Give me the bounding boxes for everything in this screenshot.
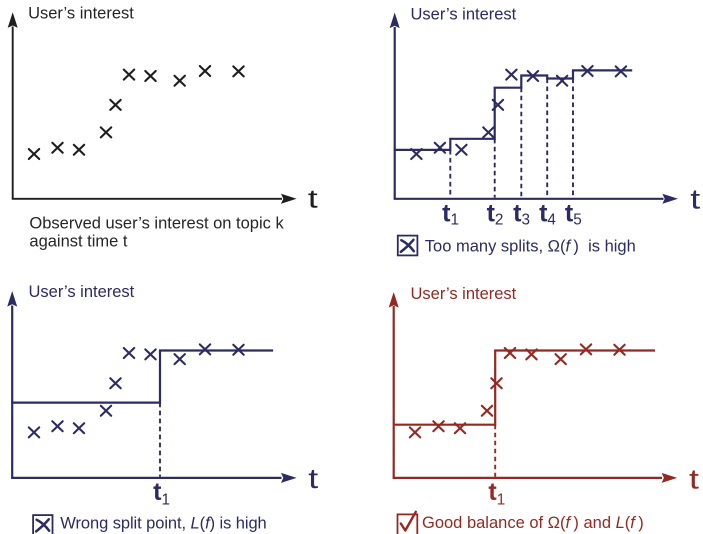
svg-text:User’s interest: User’s interest [411, 285, 517, 303]
svg-text:User’s interest: User’s interest [411, 6, 517, 24]
svg-text:User’s interest: User’s interest [29, 283, 135, 301]
svg-text:Wrong split point, L(f) is hig: Wrong split point, L(f) is high [60, 514, 266, 532]
svg-text:t: t [690, 183, 700, 214]
svg-text:User’s interest: User’s interest [28, 5, 134, 23]
svg-text:t: t [308, 463, 318, 494]
svg-text:t: t [308, 184, 318, 213]
svg-text:against time t: against time t [29, 232, 128, 250]
svg-text:t: t [689, 464, 699, 495]
svg-text:Too many splits, Ω(f ) is hig: Too many splits, Ω(f ) is high [425, 237, 636, 255]
svg-text:Observed user’s interest on to: Observed user’s interest on topic k [29, 214, 284, 232]
svg-text:Good balance of Ω(f ) and L(f: Good balance of Ω(f ) and L(f ) [422, 514, 644, 532]
